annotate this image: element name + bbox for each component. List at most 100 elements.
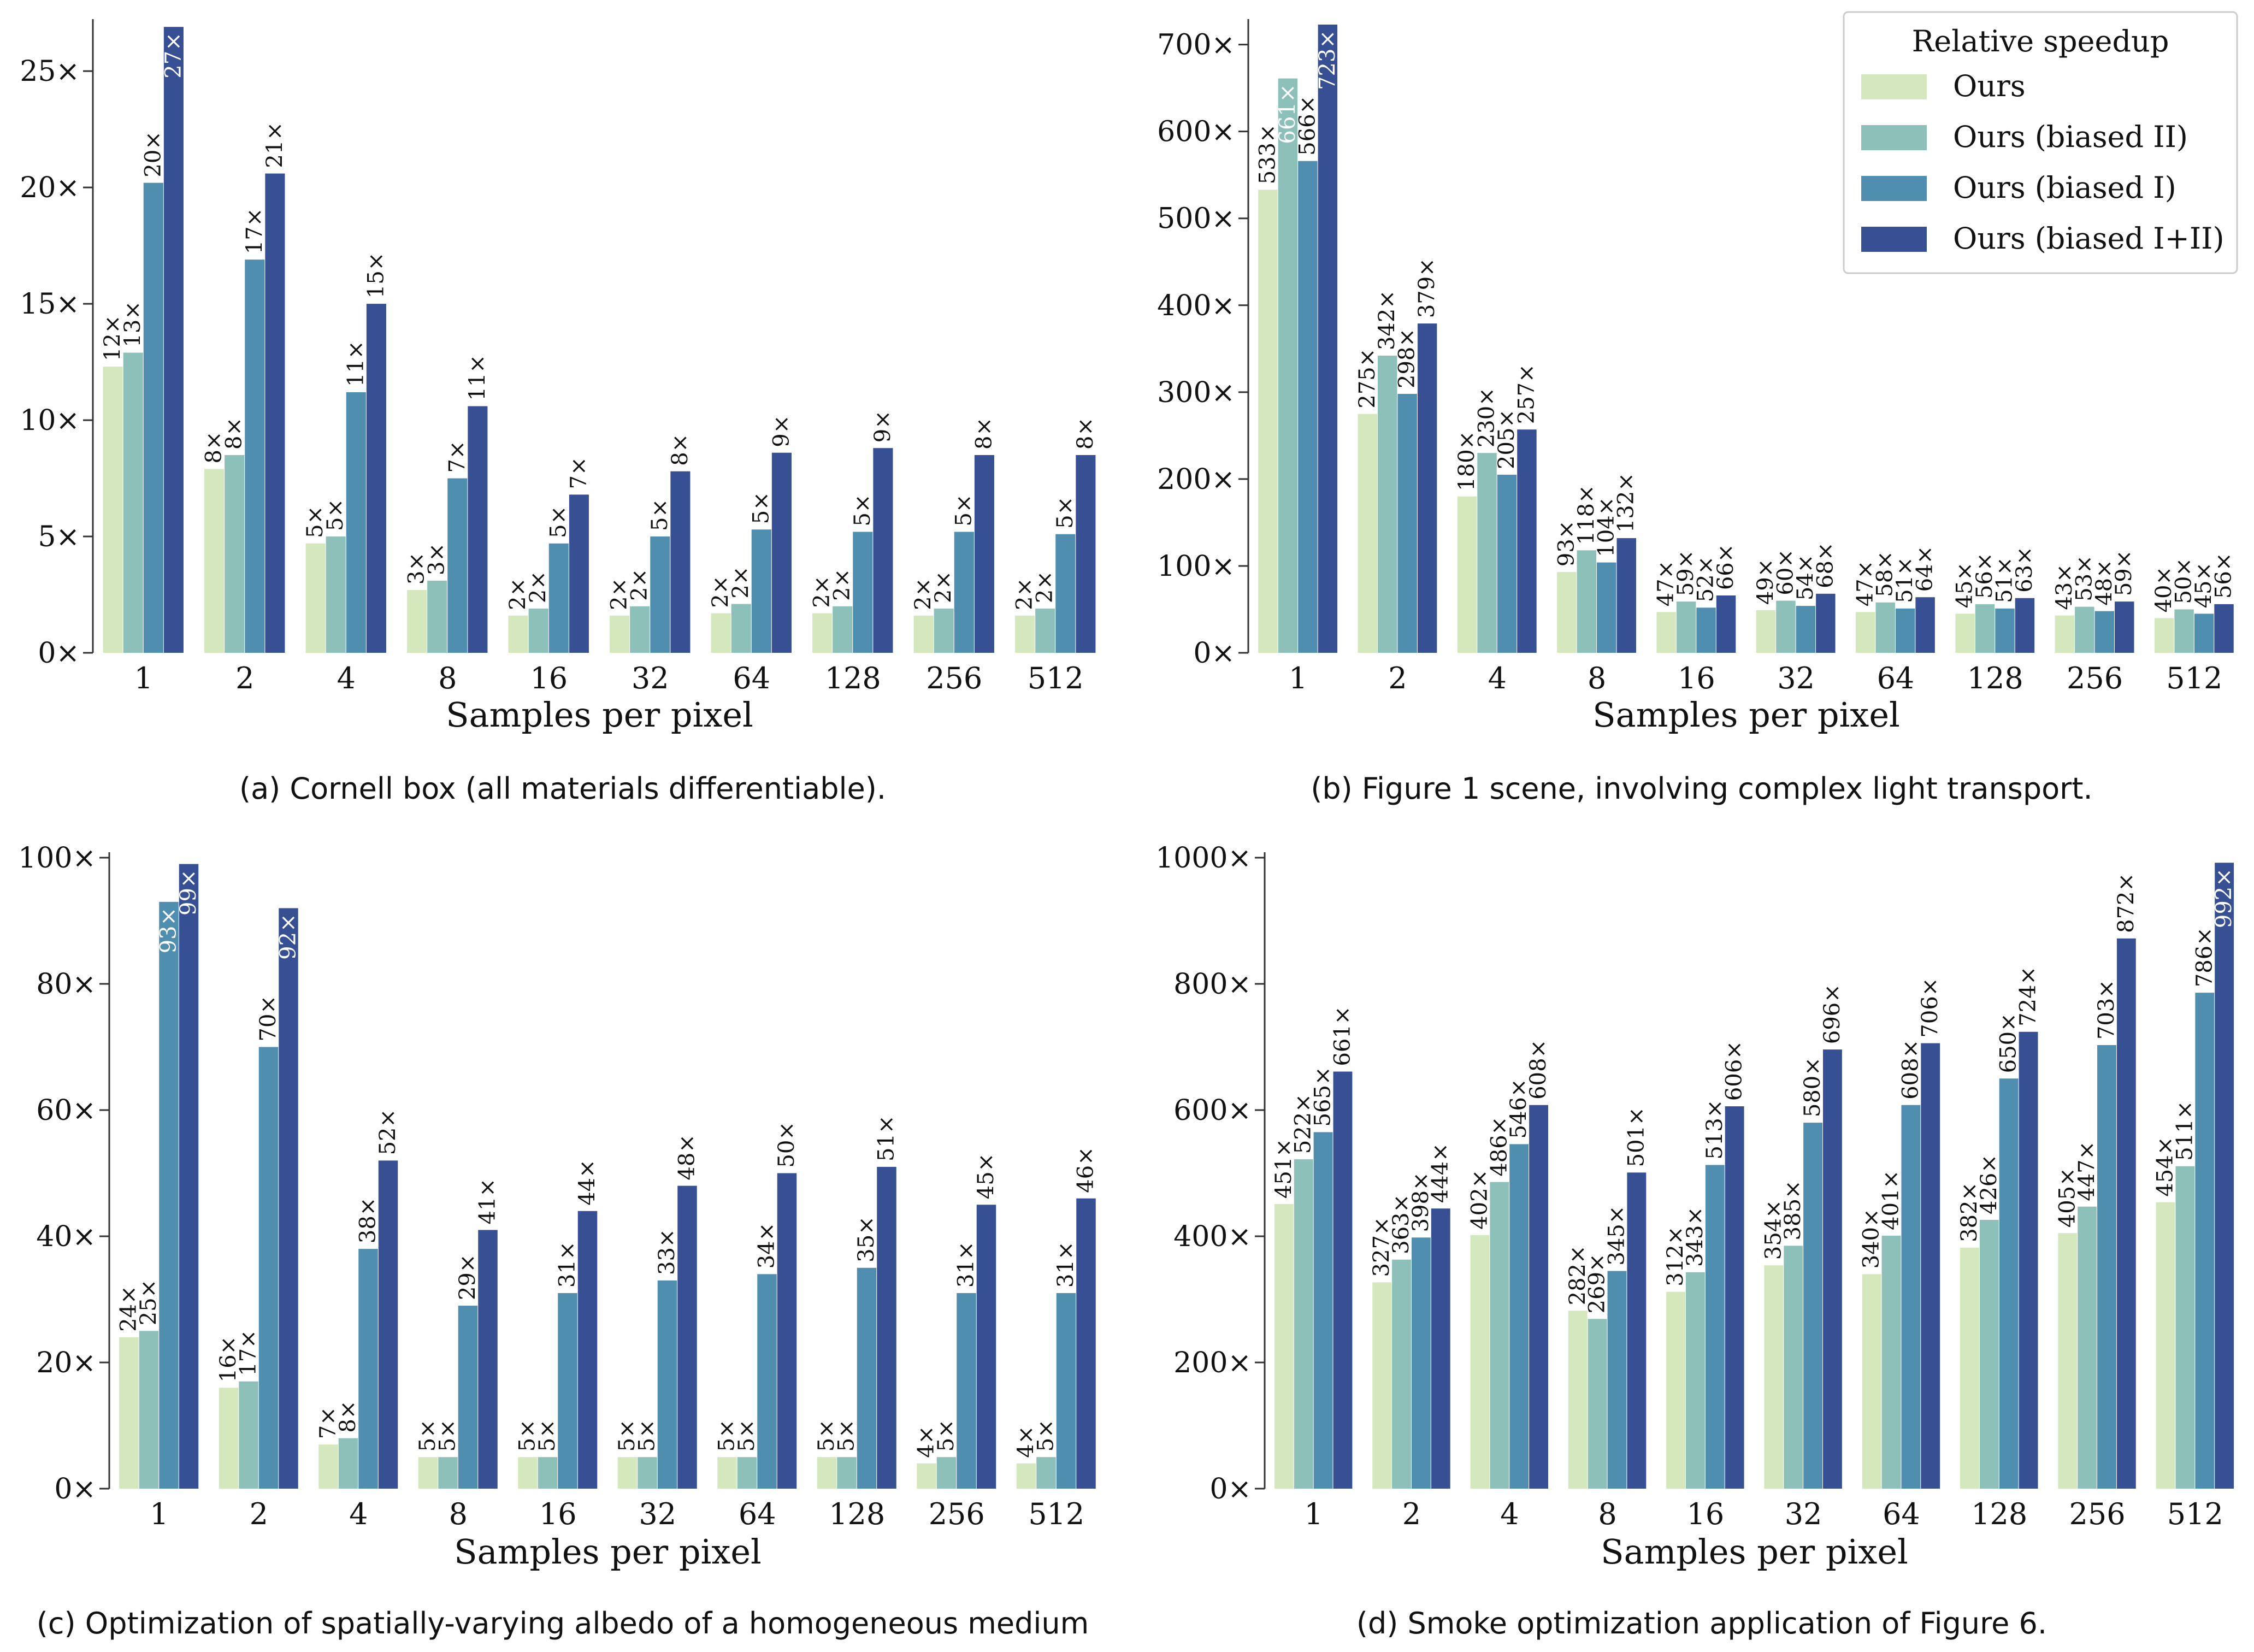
a-value-label: 8× — [668, 434, 693, 466]
a-x-tick-label: 4 — [337, 661, 356, 695]
b-bar-ours-32 — [1756, 610, 1776, 653]
d-bar-ours-biased-i-ii--1 — [1333, 1071, 1353, 1489]
c-x-tick-label: 32 — [639, 1497, 676, 1531]
a-value-label: 9× — [769, 415, 794, 447]
c-value-label: 35× — [854, 1216, 879, 1262]
b-x-tick-label: 1 — [1289, 661, 1307, 695]
d-bar-ours-biased-ii--8 — [1588, 1319, 1607, 1489]
c-bar-ours-32 — [617, 1457, 638, 1489]
a-bar-ours-biased-i--256 — [954, 532, 974, 653]
a-value-label: 5× — [647, 499, 672, 531]
b-bar-ours-biased-i-ii--64 — [1915, 597, 1935, 653]
b-value-label: 45× — [2191, 562, 2216, 608]
a-value-label: 7× — [445, 441, 470, 473]
c-value-label: 38× — [356, 1197, 381, 1243]
a-bar-ours-biased-i-ii--16 — [569, 494, 589, 653]
c-bar-ours-128 — [817, 1457, 837, 1489]
c-y-tick-label: 20× — [36, 1347, 96, 1379]
b-bar-ours-biased-ii--16 — [1676, 601, 1696, 653]
c-value-label: 92× — [276, 913, 301, 959]
a-bar-ours-64 — [711, 613, 731, 653]
d-bar-ours-64 — [1862, 1274, 1881, 1489]
a-value-label: 15× — [363, 252, 388, 298]
b-bar-ours-biased-ii--64 — [1875, 602, 1895, 653]
c-value-label: 44× — [575, 1159, 600, 1205]
d-bar-ours-biased-i-ii--512 — [2215, 863, 2234, 1489]
b-value-label: 60× — [1773, 549, 1798, 595]
a-bar-ours-biased-ii--2 — [225, 455, 245, 653]
d-bar-ours-1 — [1274, 1204, 1294, 1489]
d-value-label: 650× — [1996, 1013, 2021, 1073]
a-bar-ours-biased-i-ii--512 — [1076, 455, 1096, 653]
legend-entry-1: Ours (biased II) — [1953, 120, 2188, 154]
d-value-label: 703× — [2094, 980, 2119, 1040]
a-value-label: 8× — [971, 417, 996, 450]
a-y-tick-label: 5× — [38, 521, 80, 553]
a-bar-ours-512 — [1015, 615, 1035, 653]
c-x-tick-label: 512 — [1028, 1497, 1084, 1531]
legend-swatch-3 — [1861, 227, 1927, 252]
b-bar-ours-biased-i--128 — [1995, 608, 2015, 653]
b-x-tick-label: 128 — [1967, 661, 2023, 695]
b-y-tick-label: 700× — [1157, 29, 1235, 62]
a-x-tick-label: 128 — [825, 661, 881, 695]
d-x-tick-label: 8 — [1598, 1497, 1616, 1531]
d-bar-ours-512 — [2156, 1202, 2175, 1489]
b-bar-ours-biased-i-ii--256 — [2115, 601, 2134, 653]
c-bar-ours-biased-i--8 — [458, 1306, 478, 1489]
d-value-label: 269× — [1585, 1253, 1610, 1313]
b-bar-ours-biased-i-ii--512 — [2214, 604, 2234, 653]
a-value-label: 5× — [850, 494, 875, 527]
b-y-tick-label: 600× — [1157, 116, 1235, 149]
a-value-label: 2× — [1032, 571, 1058, 603]
d-value-label: 444× — [1428, 1143, 1453, 1203]
a-bar-ours-biased-i--8 — [447, 478, 468, 653]
c-value-label: 5× — [814, 1419, 839, 1452]
a-bar-ours-2 — [204, 469, 225, 653]
b-bar-ours-128 — [1955, 613, 1975, 653]
b-value-label: 51× — [1992, 557, 2017, 603]
legend-box — [1843, 11, 2238, 274]
a-value-label: 2× — [830, 569, 855, 601]
d-x-tick-label: 2 — [1402, 1497, 1421, 1531]
b-value-label: 566× — [1295, 96, 1320, 156]
c-bar-ours-biased-i-ii--128 — [877, 1166, 896, 1489]
d-bar-ours-biased-i--512 — [2195, 993, 2215, 1489]
d-x-tick-label: 16 — [1686, 1497, 1724, 1531]
a-value-label: 11× — [465, 355, 490, 400]
b-bar-ours-256 — [2055, 615, 2075, 653]
d-bar-ours-biased-ii--512 — [2175, 1166, 2195, 1489]
d-bar-ours-2 — [1372, 1282, 1392, 1489]
d-value-label: 343× — [1683, 1207, 1708, 1267]
d-bar-ours-biased-ii--32 — [1784, 1246, 1803, 1489]
a-bar-ours-biased-i-ii--1 — [163, 27, 184, 653]
caption-d: (d) Smoke optimization application of Fi… — [1356, 1606, 2048, 1641]
c-y-tick-label: 60× — [36, 1094, 96, 1127]
b-y-tick-label: 100× — [1157, 550, 1235, 583]
a-bar-ours-biased-i-ii--8 — [468, 406, 488, 653]
d-bar-ours-biased-i--1 — [1313, 1132, 1333, 1489]
c-bar-ours-biased-ii--64 — [737, 1457, 757, 1489]
b-bar-ours-biased-i--2 — [1397, 394, 1417, 653]
d-bar-ours-biased-i-ii--64 — [1921, 1043, 1940, 1489]
c-bar-ours-biased-ii--32 — [638, 1457, 657, 1489]
c-value-label: 8× — [335, 1401, 361, 1433]
d-value-label: 661× — [1330, 1006, 1355, 1066]
a-value-label: 11× — [343, 341, 368, 387]
a-bar-ours-biased-i-ii--32 — [670, 471, 691, 653]
d-bar-ours-biased-ii--256 — [2078, 1206, 2097, 1489]
c-bar-ours-biased-i--128 — [857, 1267, 877, 1489]
a-bar-ours-biased-ii--16 — [528, 609, 548, 653]
a-bar-ours-biased-i--512 — [1055, 534, 1076, 653]
b-x-tick-label: 8 — [1588, 661, 1606, 695]
a-value-label: 2× — [911, 578, 936, 610]
c-bar-ours-biased-i--16 — [558, 1293, 577, 1489]
c-bar-ours-biased-ii--1 — [139, 1331, 159, 1489]
c-value-label: 48× — [675, 1134, 700, 1180]
b-x-tick-label: 2 — [1388, 661, 1407, 695]
a-value-label: 2× — [931, 571, 956, 603]
b-value-label: 53× — [2072, 555, 2097, 601]
c-bar-ours-biased-i--64 — [757, 1274, 777, 1489]
d-value-label: 327× — [1369, 1217, 1394, 1277]
d-bar-ours-biased-i--8 — [1607, 1271, 1627, 1489]
